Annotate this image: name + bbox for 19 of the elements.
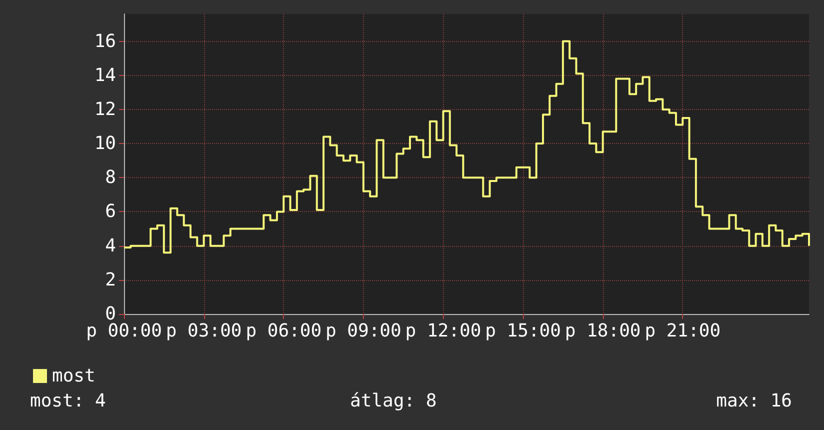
y-tick-label: 10 (94, 133, 116, 154)
x-tick-label: p 03:00 (166, 320, 242, 342)
y-tick-label: 4 (105, 235, 116, 256)
y-tick-label: 12 (94, 98, 116, 120)
text: átlag: 8 (350, 390, 437, 412)
y-tick-label: 16 (94, 30, 116, 52)
x-tick-label: p 15:00 (485, 320, 561, 342)
x-tick-label: p 12:00 (405, 320, 482, 342)
y-tick-label: 6 (105, 201, 116, 222)
x-tick-label: p 06:00 (246, 320, 322, 342)
text: most: 4 (30, 390, 106, 412)
y-tick-label: 14 (94, 64, 116, 86)
legend-label: most (52, 366, 96, 386)
text: max: 16 (716, 390, 792, 412)
x-tick-label: p 21:00 (644, 320, 721, 342)
x-tick-label: p 09:00 (325, 320, 402, 342)
y-tick-label: 8 (105, 167, 116, 188)
y-tick-label: 2 (105, 269, 116, 290)
x-tick-label: p 18:00 (564, 320, 641, 342)
